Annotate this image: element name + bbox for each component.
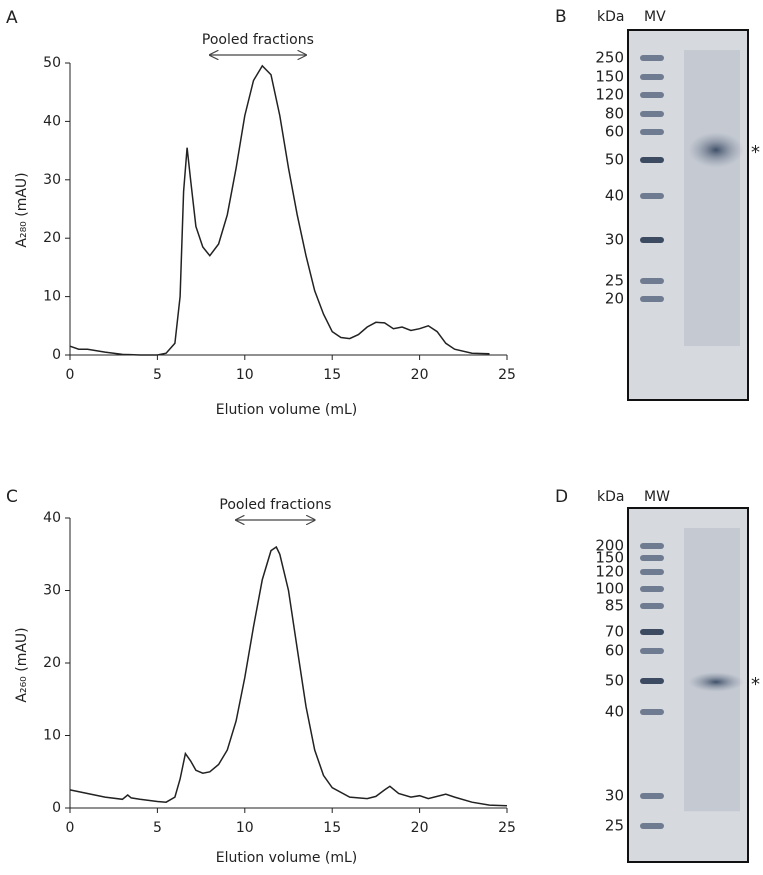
sample-lane: [684, 528, 740, 812]
annotation: Pooled fractions: [219, 497, 331, 513]
marker-label: 200: [595, 537, 624, 555]
sample-lane: [684, 50, 740, 346]
x-axis-title: Elution volume (mL): [216, 850, 358, 866]
x-tick-label: 10: [236, 367, 254, 383]
ladder-band: [640, 129, 664, 135]
ladder-band: [640, 193, 664, 199]
marker-label: 120: [595, 563, 624, 581]
x-tick-label: 15: [323, 820, 341, 836]
y-tick-label: 10: [43, 289, 61, 305]
marker-label: 60: [605, 123, 624, 141]
x-tick-label: 15: [323, 367, 341, 383]
panel-label: C: [6, 487, 18, 507]
ladder-band: [640, 111, 664, 117]
y-tick-label: 30: [43, 172, 61, 188]
panel-label: D: [555, 487, 568, 507]
x-tick-label: 25: [498, 367, 516, 383]
marker-label: 60: [605, 642, 624, 660]
ladder-band: [640, 648, 664, 654]
y-tick-label: 20: [43, 655, 61, 671]
ladder-band: [640, 92, 664, 98]
ladder-band: [640, 55, 664, 61]
data-line: [69, 545, 508, 807]
unit-label: kDa: [597, 489, 624, 505]
ladder-band: [640, 569, 664, 575]
marker-label: 50: [605, 672, 624, 690]
data-line: [69, 64, 490, 356]
ladder-band: [640, 586, 664, 592]
marker-label: 30: [605, 231, 624, 249]
marker-label: 150: [595, 68, 624, 86]
marker-label: 80: [605, 105, 624, 123]
ladder-band: [640, 678, 664, 684]
marker-label: 150: [595, 549, 624, 567]
ladder-band: [640, 709, 664, 715]
marker-label: 30: [605, 787, 624, 805]
x-tick-label: 10: [236, 820, 254, 836]
y-tick-label: 40: [43, 113, 61, 129]
x-tick-label: 20: [411, 820, 429, 836]
ladder-band: [640, 74, 664, 80]
band-marker: *: [751, 142, 760, 163]
marker-label: 120: [595, 86, 624, 104]
y-tick-label: 30: [43, 583, 61, 599]
ladder-band: [640, 157, 664, 163]
y-tick-label: 50: [43, 55, 61, 71]
ladder-band: [640, 603, 664, 609]
x-tick-label: 0: [66, 367, 75, 383]
target-band: [688, 672, 744, 692]
y-tick-label: 0: [52, 347, 61, 363]
marker-label: 40: [605, 703, 624, 721]
marker-label: 250: [595, 49, 624, 67]
ladder-band: [640, 543, 664, 549]
y-axis-title: A₂₈₀ (mAU): [14, 172, 30, 247]
ladder-band: [640, 793, 664, 799]
ladder-band: [640, 237, 664, 243]
y-tick-label: 20: [43, 230, 61, 246]
x-axis-title: Elution volume (mL): [216, 402, 358, 418]
ladder-band: [640, 823, 664, 829]
y-axis-title: A₂₆₀ (mAU): [14, 627, 30, 702]
marker-label: 85: [605, 597, 624, 615]
marker-label: 70: [605, 623, 624, 641]
band-marker: *: [751, 674, 760, 695]
x-tick-label: 0: [66, 820, 75, 836]
marker-label: 20: [605, 290, 624, 308]
ladder-band: [640, 555, 664, 561]
panel-label: B: [555, 7, 567, 27]
x-tick-label: 5: [153, 820, 162, 836]
y-tick-label: 40: [43, 510, 61, 526]
x-tick-label: 5: [153, 367, 162, 383]
panel-label: A: [6, 8, 18, 28]
annotation: Pooled fractions: [202, 32, 314, 48]
lane-label: MV: [644, 9, 666, 25]
lane-label: MW: [644, 489, 670, 505]
y-tick-label: 0: [52, 800, 61, 816]
unit-label: kDa: [597, 9, 624, 25]
ladder-band: [640, 278, 664, 284]
marker-label: 40: [605, 187, 624, 205]
target-band: [688, 132, 744, 168]
marker-label: 25: [605, 817, 624, 835]
x-tick-label: 25: [498, 820, 516, 836]
ladder-band: [640, 629, 664, 635]
marker-label: 100: [595, 580, 624, 598]
x-tick-label: 20: [411, 367, 429, 383]
marker-label: 50: [605, 151, 624, 169]
marker-label: 25: [605, 272, 624, 290]
y-tick-label: 10: [43, 728, 61, 744]
ladder-band: [640, 296, 664, 302]
